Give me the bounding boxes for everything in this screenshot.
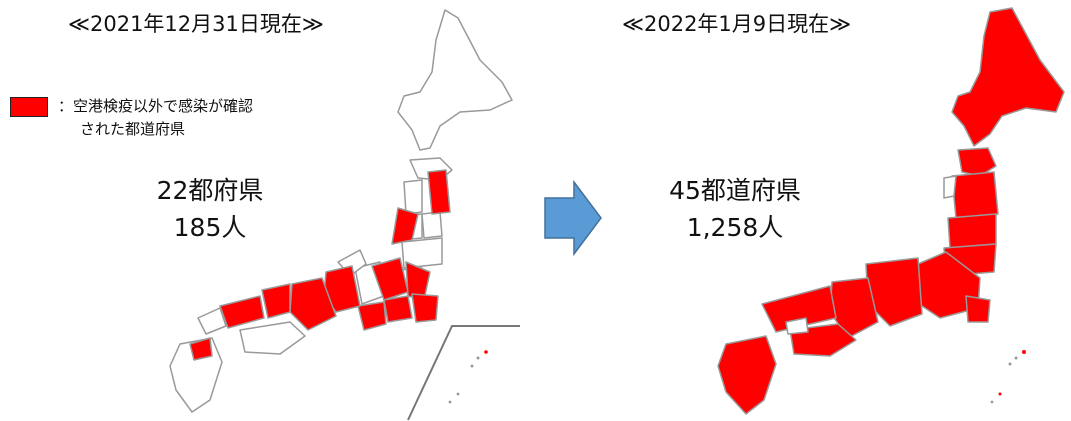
legend-line-2: された都道府県 xyxy=(80,120,186,138)
region-fukushima xyxy=(401,237,443,269)
region-hokkaido xyxy=(397,9,513,151)
region-yamanashi-shizuoka xyxy=(357,301,387,331)
region-hyogo xyxy=(261,283,291,319)
region-akita-iwate xyxy=(951,171,999,219)
left-stats: 22都府県 185人 xyxy=(140,172,280,246)
region-hiroshima-okayama xyxy=(219,295,265,329)
region-uninfected-tohoku xyxy=(943,175,957,199)
legend-text: ：空港検疫以外で感染が確認 された都道府県 xyxy=(58,95,253,141)
left-case-count: 185人 xyxy=(173,213,247,242)
japan-map-2022-01-09 xyxy=(717,7,1065,415)
region-shikoku xyxy=(239,321,306,355)
legend-swatch xyxy=(10,97,48,117)
arrow-right-icon xyxy=(544,180,602,256)
region-fukuoka xyxy=(189,337,213,361)
okinawa-inset xyxy=(407,325,520,421)
region-yamaguchi-shimane xyxy=(197,307,227,335)
left-map-title: ≪2021年12月31日現在≫ xyxy=(68,12,324,36)
okinawa-inset xyxy=(990,350,1026,404)
region-uninfected-chugoku xyxy=(785,317,809,335)
region-iwate xyxy=(427,169,451,215)
region-kyushu xyxy=(717,335,777,415)
right-map-title: ≪2022年1月9日現在≫ xyxy=(622,12,852,36)
region-niigata xyxy=(391,207,419,245)
legend-line-1: ：空港検疫以外で感染が確認 xyxy=(58,97,254,115)
right-case-count: 1,258人 xyxy=(686,213,784,242)
region-yamagata-miyagi xyxy=(947,213,997,249)
right-stats: 45都道府県 1,258人 xyxy=(650,172,820,246)
region-tokyo-kanagawa xyxy=(383,295,413,323)
region-hokkaido xyxy=(951,7,1065,147)
region-akita xyxy=(403,179,423,215)
region-chugoku xyxy=(761,285,837,333)
left-prefecture-count: 22都府県 xyxy=(156,176,264,205)
right-prefecture-count: 45都道府県 xyxy=(669,176,801,205)
japan-map-2021-12-31 xyxy=(169,9,520,421)
region-chiba xyxy=(965,295,991,323)
region-chiba xyxy=(411,293,439,323)
region-miyagi xyxy=(421,211,443,239)
region-aomori xyxy=(957,147,997,177)
